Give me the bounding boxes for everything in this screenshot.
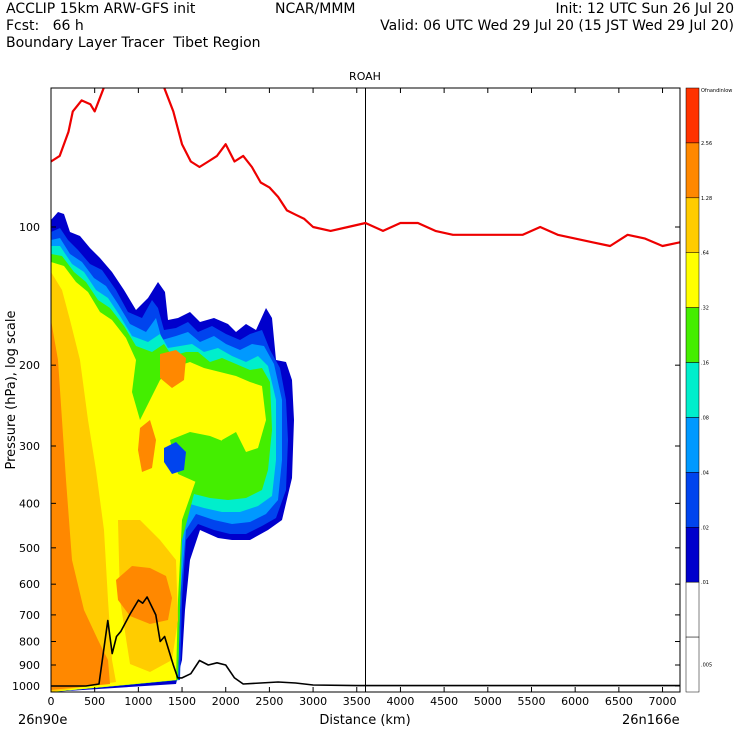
init-time: Init: 12 UTC Sun 26 Jul 20 [555,1,734,17]
x-tick-label: 2000 [212,695,240,708]
y-tick-label: 1000 [12,680,40,693]
colorbar-swatch [685,636,700,693]
x-tick-label: 0 [48,695,55,708]
colorbar-label: 1.28 [701,196,712,202]
colorbar-swatch [685,581,700,638]
colorbar-swatch [685,87,700,144]
colorbar-swatch [685,472,700,528]
colorbar-swatch [685,252,700,308]
tracer-contour-0.02-core [164,442,186,474]
x-tick-label: 2500 [255,695,283,708]
colorbar-swatch [685,197,700,253]
tropopause-line [51,88,680,248]
chart-title: ROAH [349,70,381,83]
x-tick-label: 6000 [561,695,589,708]
colorbar: Ofnandinlow 2.56 1.28 .64 .32 .16 .08 .04 .02 .01… [685,87,732,693]
start-location-label: 26n90e [18,713,67,728]
colorbar-label: .04 [701,470,709,476]
x-tick-label: 1000 [124,695,152,708]
y-axis-label: Pressure (hPa), log scale [4,311,19,470]
colorbar-label: 2.56 [701,141,712,147]
y-tick-label: 700 [19,609,40,622]
run-title: ACCLIP 15km ARW-GFS init [6,1,196,17]
product-name: Boundary Layer Tracer Tibet Region [6,35,261,51]
colorbar-label: Ofnandinlow [701,88,732,94]
x-tick-label: 500 [84,695,105,708]
tracer-contour-1.28-mid [138,420,156,472]
y-tick-label: 800 [19,636,40,649]
x-tick-label: 5000 [474,695,502,708]
x-tick-label: 3500 [343,695,371,708]
tracer-contour-1.28-center [116,566,172,624]
colorbar-label: .01 [701,580,709,586]
y-tick-label: 500 [19,542,40,555]
colorbar-swatch [685,142,700,199]
tracer-field [51,212,294,692]
plot-frame [50,87,681,693]
colorbar-swatch [685,527,700,583]
x-tick-label: 5500 [517,695,545,708]
colorbar-label: .08 [701,415,709,421]
tracer-contour-0.16-core [170,432,246,484]
y-tick-label: 200 [19,359,40,372]
colorbar-label: .64 [701,251,709,257]
terrain-line [51,596,680,687]
tracer-contour-1.28-upper [160,350,186,388]
y-tick-label: 300 [19,440,40,453]
y-tick-label: 400 [19,497,40,510]
colorbar-label: .02 [701,525,709,531]
colorbar-label: .32 [701,306,709,312]
y-tick-label: 600 [19,578,40,591]
tracer-contour-1.28-west [51,320,110,690]
x-tick-label: 1500 [168,695,196,708]
x-axis-label: Distance (km) [319,713,410,728]
colorbar-swatch [685,362,700,418]
organization-label: NCAR/MMM [275,1,356,17]
end-location-label: 26n166e [622,713,680,728]
colorbar-swatch [685,307,700,363]
x-tick-label: 4000 [386,695,414,708]
colorbar-label: .16 [701,361,709,367]
forecast-hour: Fcst: 66 h [6,18,84,34]
colorbar-swatch [685,417,700,473]
colorbar-label: .005 [701,663,712,669]
y-tick-label: 100 [19,221,40,234]
x-tick-label: 3000 [299,695,327,708]
valid-time: Valid: 06 UTC Wed 29 Jul 20 (15 JST Wed … [380,18,734,34]
y-tick-label: 900 [19,659,40,672]
x-tick-label: 4500 [430,695,458,708]
x-tick-label: 7000 [649,695,677,708]
x-tick-label: 6500 [605,695,633,708]
